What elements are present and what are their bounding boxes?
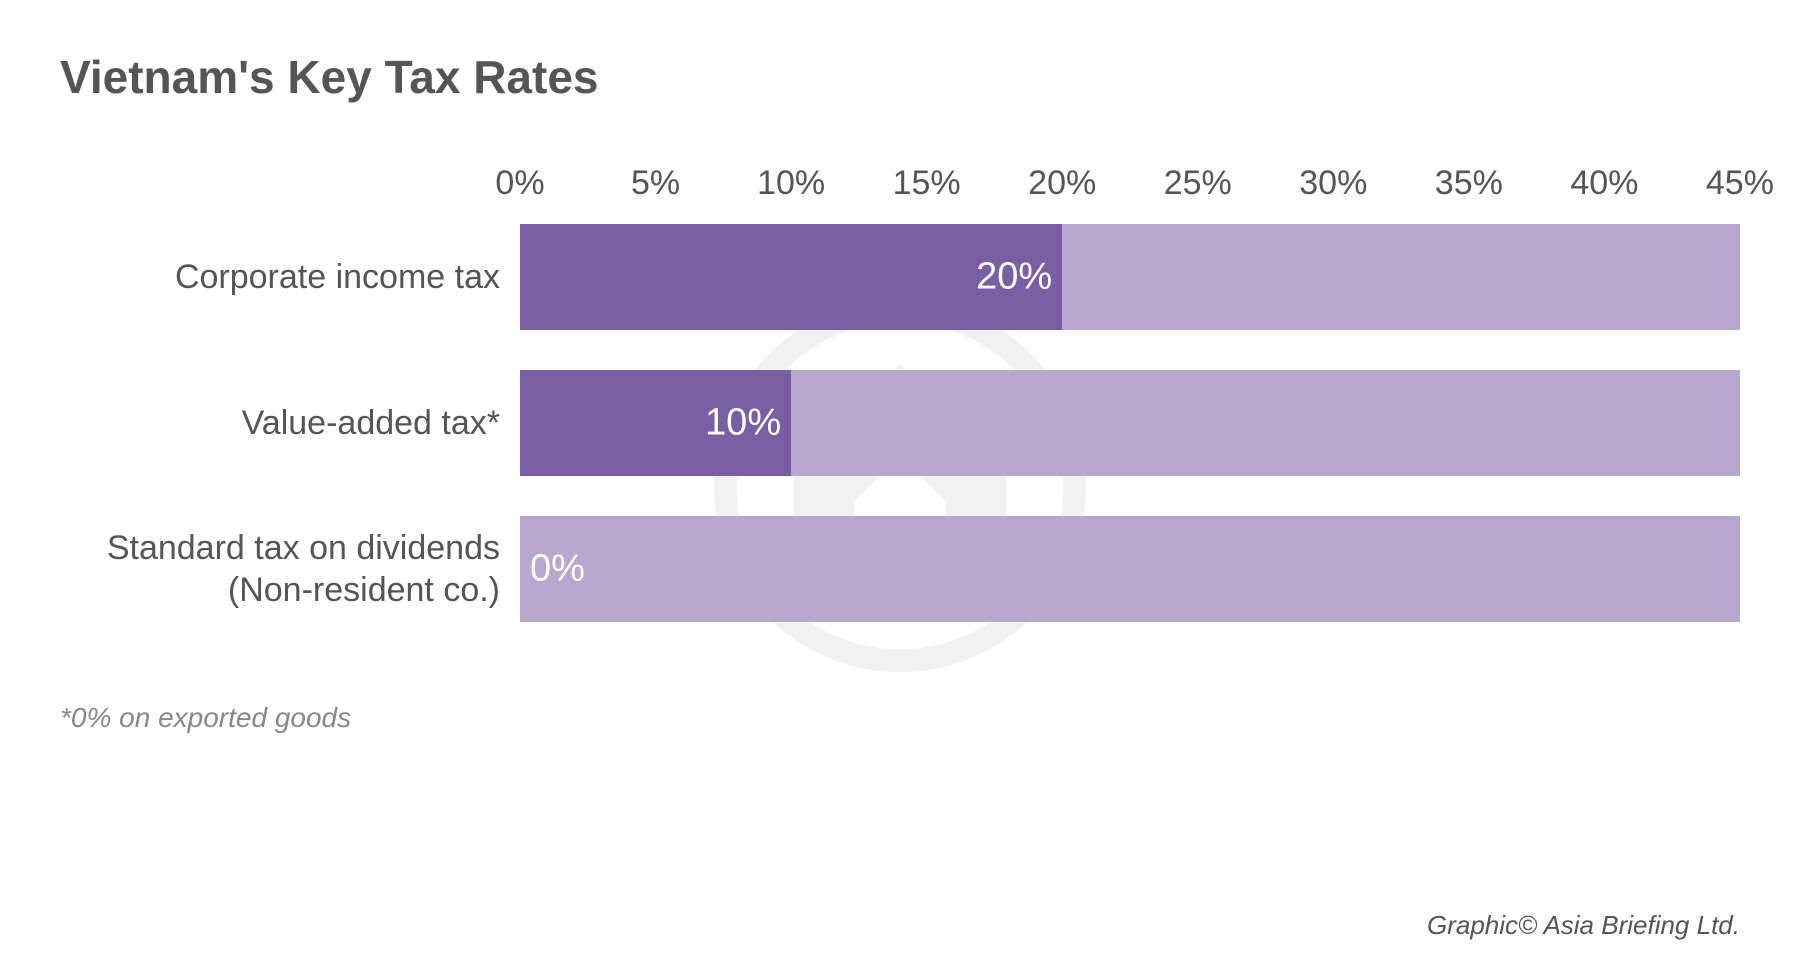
category-labels-column: Corporate income tax Value-added tax* St… — [60, 164, 520, 622]
chart-title: Vietnam's Key Tax Rates — [60, 50, 1740, 104]
category-label: Standard tax on dividends (Non-resident … — [60, 516, 500, 622]
plot-column: 0% 5% 10% 15% 20% 25% 30% 35% 40% 45% 20… — [520, 164, 1740, 622]
chart-area: Corporate income tax Value-added tax* St… — [60, 164, 1740, 622]
bar-track: 0% — [520, 516, 1740, 622]
bar-track: 10% — [520, 370, 1740, 476]
bar-row: 20% — [520, 224, 1740, 330]
axis-spacer — [60, 164, 500, 224]
bar-row: 10% — [520, 370, 1740, 476]
bar-value-label: 0% — [530, 548, 585, 591]
footnote: *0% on exported goods — [60, 702, 1740, 734]
credit-line: Graphic© Asia Briefing Ltd. — [1427, 910, 1740, 941]
bar-track: 20% — [520, 224, 1740, 330]
chart-container: Vietnam's Key Tax Rates Corporate income… — [0, 0, 1800, 971]
bar-value-label: 10% — [705, 402, 781, 445]
category-label-text: Standard tax on dividends (Non-resident … — [60, 527, 500, 612]
bar-value-label: 20% — [976, 256, 1052, 299]
category-label-text: Value-added tax* — [242, 402, 500, 445]
bar-background — [520, 516, 1740, 622]
category-label: Corporate income tax — [60, 224, 500, 330]
category-label: Value-added tax* — [60, 370, 500, 476]
category-label-text: Corporate income tax — [175, 256, 500, 299]
x-axis: 0% 5% 10% 15% 20% 25% 30% 35% 40% 45% — [520, 164, 1740, 224]
bar-row: 0% — [520, 516, 1740, 622]
